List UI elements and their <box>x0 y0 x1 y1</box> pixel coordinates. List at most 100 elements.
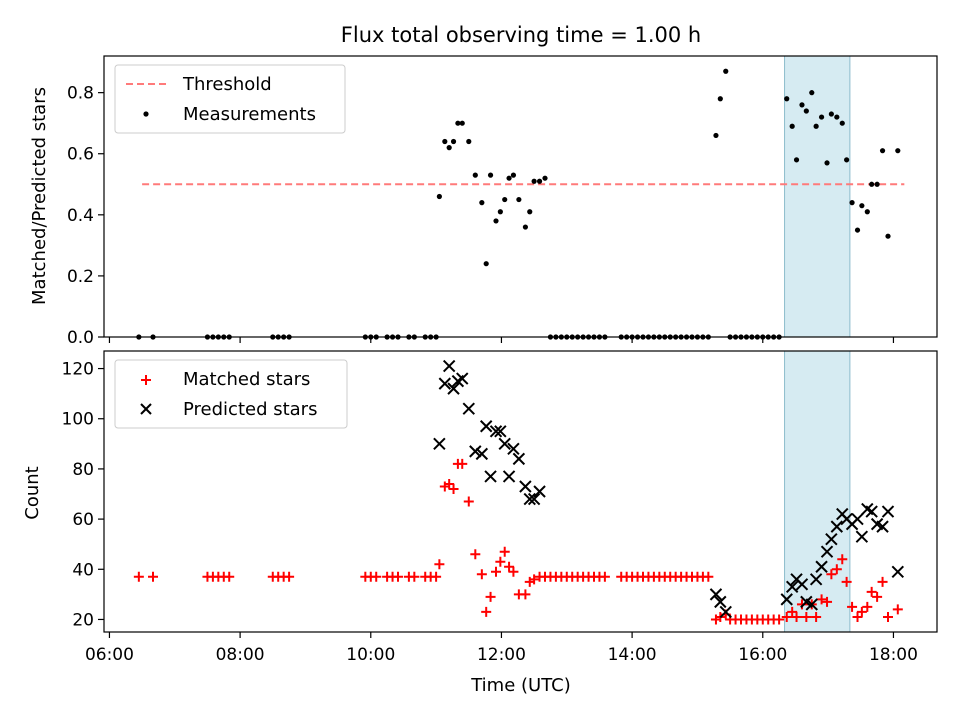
legend-measurements-label: Measurements <box>183 104 316 125</box>
data-point <box>844 157 850 163</box>
data-point <box>527 209 533 215</box>
data-point <box>795 578 809 591</box>
data-point <box>508 566 519 577</box>
data-point <box>520 589 531 600</box>
highlight-span <box>784 55 851 338</box>
data-point <box>523 492 536 506</box>
data-point <box>484 470 497 483</box>
data-point <box>510 172 517 178</box>
data-point <box>502 196 508 203</box>
data-point <box>820 545 834 558</box>
data-point <box>466 138 472 145</box>
y-axis-ticks: 20 40 60 80 100 120 <box>62 360 104 630</box>
data-point <box>865 505 878 518</box>
data-point <box>830 520 844 533</box>
data-point <box>512 452 526 466</box>
data-point <box>856 606 867 617</box>
y-tick-label: 0.4 <box>67 206 94 226</box>
data-point <box>527 492 541 506</box>
legend-matched-swatch <box>141 375 151 385</box>
data-point <box>516 196 522 203</box>
data-point <box>393 571 403 582</box>
data-point <box>824 160 830 166</box>
data-point <box>723 68 729 74</box>
data-point <box>851 512 864 526</box>
data-point <box>869 181 875 187</box>
data-point <box>847 601 858 612</box>
data-point <box>781 611 792 622</box>
data-point <box>862 601 873 612</box>
data-point <box>789 123 795 129</box>
data-point <box>371 571 382 582</box>
legend-matched-label: Matched stars <box>183 369 310 390</box>
x-tick-label: 14:00 <box>608 645 657 665</box>
data-point <box>491 566 501 577</box>
x-axis-ticks: 06:00 08:00 10:00 12:00 14:00 16:00 18:00 <box>85 632 918 665</box>
data-point <box>536 178 543 184</box>
data-point <box>498 437 511 451</box>
x-tick-label: 18:00 <box>869 645 918 665</box>
data-point <box>709 588 723 601</box>
data-point <box>815 560 828 573</box>
legend-box <box>114 359 348 429</box>
data-point <box>448 483 459 494</box>
data-point <box>864 209 870 215</box>
y-axis-label: Matched/Predicted stars <box>29 87 50 305</box>
data-point <box>854 227 861 233</box>
data-point <box>809 573 823 586</box>
data-point <box>519 480 532 493</box>
data-point <box>813 123 819 129</box>
ratio-panel: 0.00.20.40.60.8 Matched/Predicted stars … <box>29 55 938 348</box>
data-point <box>805 598 818 611</box>
data-point <box>774 614 785 625</box>
data-point <box>825 532 838 546</box>
data-point <box>433 437 446 451</box>
data-point <box>472 172 478 178</box>
data-point <box>881 505 895 518</box>
data-point <box>442 359 456 373</box>
data-point <box>483 261 489 267</box>
data-point <box>713 132 719 139</box>
data-point <box>457 458 468 469</box>
data-point <box>883 611 893 622</box>
data-point <box>431 571 442 582</box>
y-tick-label: 120 <box>62 360 94 380</box>
data-point <box>450 138 457 145</box>
y-tick-label: 80 <box>72 460 94 480</box>
data-point <box>855 530 869 543</box>
data-point <box>793 157 800 163</box>
data-point <box>852 611 863 622</box>
y-tick-label: 0.8 <box>67 84 94 104</box>
legend-predicted-label: Predicted stars <box>183 399 317 420</box>
data-point <box>409 571 420 582</box>
data-point <box>494 425 507 438</box>
legend-measurements-swatch <box>143 111 149 117</box>
data-point <box>447 382 460 395</box>
x-axis-label: Time (UTC) <box>470 675 571 696</box>
data-point <box>877 576 888 587</box>
data-point <box>444 478 455 489</box>
data-point <box>717 96 723 102</box>
legend: Matched stars Predicted stars <box>114 359 348 429</box>
data-point <box>456 372 469 385</box>
x-tick-label: 12:00 <box>477 645 526 665</box>
data-point <box>599 571 610 582</box>
data-point <box>892 604 903 615</box>
data-point <box>284 571 295 582</box>
data-point <box>876 520 889 533</box>
y-axis-label: Count <box>22 466 43 519</box>
data-point <box>459 120 465 126</box>
y-tick-label: 60 <box>72 510 94 530</box>
data-point <box>533 485 546 498</box>
data-point <box>489 425 503 438</box>
data-point <box>826 569 837 580</box>
data-point <box>859 203 865 209</box>
data-point <box>872 591 883 602</box>
counts-panel: 20 40 60 80 100 120 06:00 08:00 10:00 12:00 14:00… <box>22 350 938 696</box>
data-point <box>809 90 815 96</box>
data-point <box>148 571 158 582</box>
data-point <box>499 546 510 557</box>
data-point <box>841 576 852 587</box>
y-tick-label: 40 <box>72 560 94 580</box>
data-point <box>495 556 506 567</box>
